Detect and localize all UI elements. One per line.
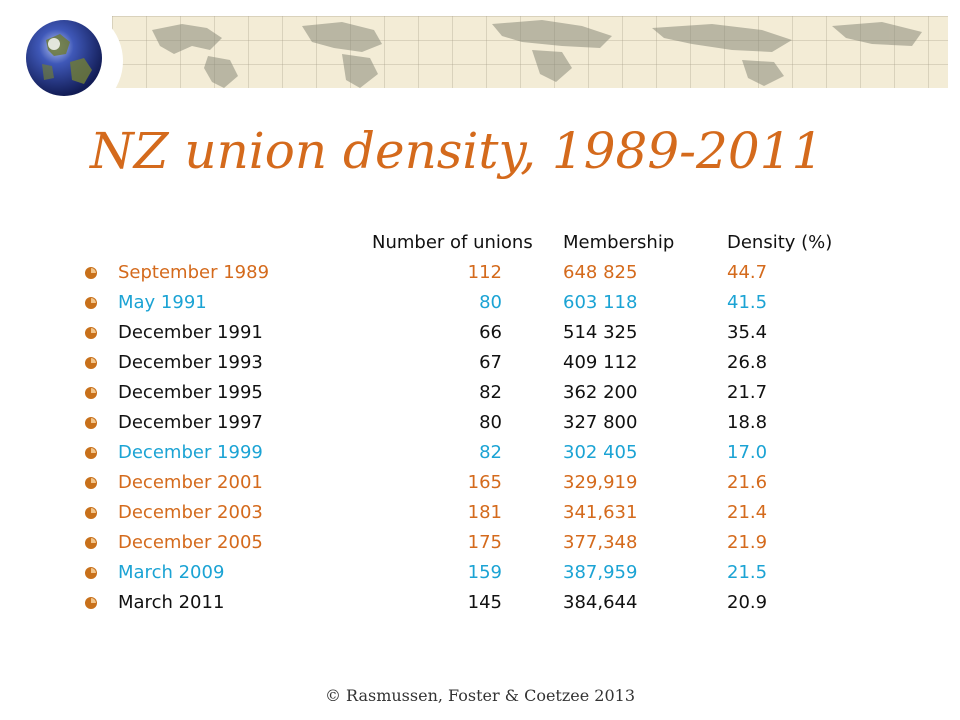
table-row: December 1995 82 362 200 21.7 bbox=[0, 382, 960, 408]
table-row: December 2003 181 341,631 21.4 bbox=[0, 502, 960, 528]
unions-cell: 145 bbox=[467, 592, 502, 613]
header-density: Density (%) bbox=[727, 232, 833, 253]
period-cell: December 1999 bbox=[118, 442, 263, 463]
period-cell: March 2009 bbox=[118, 562, 225, 583]
period-cell: December 2001 bbox=[118, 472, 263, 493]
bullet-icon bbox=[85, 447, 97, 459]
bullet-icon bbox=[85, 357, 97, 369]
unions-cell: 80 bbox=[479, 292, 502, 313]
density-cell: 20.9 bbox=[727, 592, 768, 613]
membership-cell: 603 118 bbox=[563, 292, 638, 313]
membership-cell: 362 200 bbox=[563, 382, 638, 403]
unions-cell: 67 bbox=[479, 352, 502, 373]
density-cell: 41.5 bbox=[727, 292, 768, 313]
membership-cell: 329,919 bbox=[563, 472, 638, 493]
table-row: March 2009 159 387,959 21.5 bbox=[0, 562, 960, 588]
membership-cell: 341,631 bbox=[563, 502, 638, 523]
unions-cell: 165 bbox=[467, 472, 502, 493]
table-row: December 1991 66 514 325 35.4 bbox=[0, 322, 960, 348]
page-title: NZ union density, 1989-2011 bbox=[90, 122, 824, 180]
bullet-icon bbox=[85, 537, 97, 549]
membership-cell: 387,959 bbox=[563, 562, 638, 583]
membership-cell: 409 112 bbox=[563, 352, 638, 373]
bullet-icon bbox=[85, 297, 97, 309]
world-map-icon bbox=[152, 20, 922, 88]
period-cell: March 2011 bbox=[118, 592, 225, 613]
density-cell: 18.8 bbox=[727, 412, 768, 433]
density-cell: 21.5 bbox=[727, 562, 768, 583]
period-cell: December 2005 bbox=[118, 532, 263, 553]
globe-icon bbox=[14, 6, 124, 116]
membership-cell: 514 325 bbox=[563, 322, 638, 343]
bullet-icon bbox=[85, 267, 97, 279]
period-cell: December 1993 bbox=[118, 352, 263, 373]
table-row: December 1993 67 409 112 26.8 bbox=[0, 352, 960, 378]
unions-cell: 80 bbox=[479, 412, 502, 433]
density-cell: 35.4 bbox=[727, 322, 768, 343]
density-cell: 44.7 bbox=[727, 262, 768, 283]
unions-cell: 175 bbox=[467, 532, 502, 553]
membership-cell: 648 825 bbox=[563, 262, 638, 283]
membership-cell: 327 800 bbox=[563, 412, 638, 433]
table-row: March 2011 145 384,644 20.9 bbox=[0, 592, 960, 618]
bullet-icon bbox=[85, 507, 97, 519]
table-row: May 1991 80 603 118 41.5 bbox=[0, 292, 960, 318]
unions-cell: 159 bbox=[467, 562, 502, 583]
period-cell: December 1995 bbox=[118, 382, 263, 403]
density-cell: 21.4 bbox=[727, 502, 768, 523]
density-cell: 26.8 bbox=[727, 352, 768, 373]
table-row: December 1999 82 302 405 17.0 bbox=[0, 442, 960, 468]
world-map-banner bbox=[112, 16, 948, 88]
period-cell: December 1991 bbox=[118, 322, 263, 343]
period-cell: December 2003 bbox=[118, 502, 263, 523]
header-number-of-unions: Number of unions bbox=[372, 232, 533, 253]
unions-cell: 181 bbox=[467, 502, 502, 523]
density-cell: 21.6 bbox=[727, 472, 768, 493]
unions-cell: 66 bbox=[479, 322, 502, 343]
bullet-icon bbox=[85, 417, 97, 429]
table-row: December 1997 80 327 800 18.8 bbox=[0, 412, 960, 438]
bullet-icon bbox=[85, 327, 97, 339]
bullet-icon bbox=[85, 387, 97, 399]
header-membership: Membership bbox=[563, 232, 675, 253]
membership-cell: 302 405 bbox=[563, 442, 638, 463]
table-row: September 1989 112 648 825 44.7 bbox=[0, 262, 960, 288]
unions-cell: 82 bbox=[479, 442, 502, 463]
period-cell: December 1997 bbox=[118, 412, 263, 433]
density-cell: 21.9 bbox=[727, 532, 768, 553]
bullet-icon bbox=[85, 597, 97, 609]
membership-cell: 377,348 bbox=[563, 532, 638, 553]
bullet-icon bbox=[85, 567, 97, 579]
density-cell: 21.7 bbox=[727, 382, 768, 403]
density-cell: 17.0 bbox=[727, 442, 768, 463]
table-row: December 2001 165 329,919 21.6 bbox=[0, 472, 960, 498]
membership-cell: 384,644 bbox=[563, 592, 638, 613]
unions-cell: 112 bbox=[467, 262, 502, 283]
unions-cell: 82 bbox=[479, 382, 502, 403]
period-cell: May 1991 bbox=[118, 292, 207, 313]
table-row: December 2005 175 377,348 21.9 bbox=[0, 532, 960, 558]
period-cell: September 1989 bbox=[118, 262, 270, 283]
copyright-footer: © Rasmussen, Foster & Coetzee 2013 bbox=[324, 686, 636, 705]
bullet-icon bbox=[85, 477, 97, 489]
